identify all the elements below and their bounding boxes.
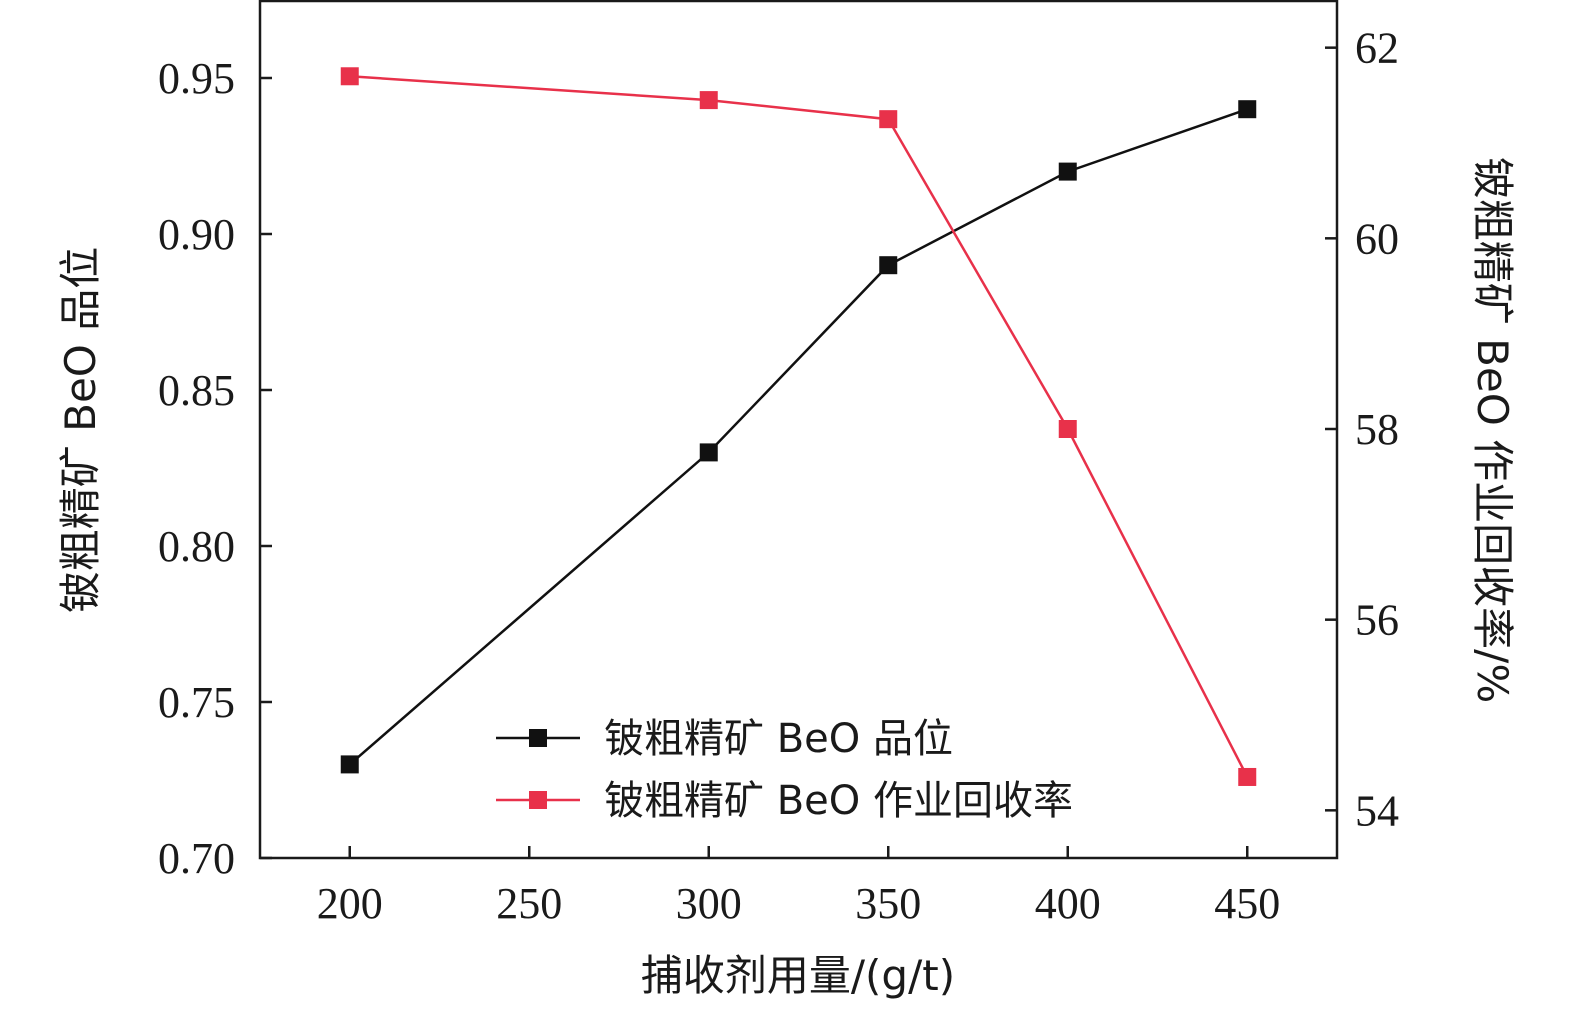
series-2-point bbox=[1058, 420, 1077, 438]
legend-label-2: 铍粗精矿 BeO 作业回收率 bbox=[604, 778, 1073, 824]
y-right-tick-label: 54 bbox=[1355, 786, 1399, 835]
y-right-tick-label: 58 bbox=[1355, 405, 1399, 454]
series-2-point bbox=[879, 110, 898, 129]
y-right-tick-label: 56 bbox=[1355, 596, 1399, 645]
y-left-tick-label: 0.75 bbox=[158, 678, 235, 727]
series-line-1 bbox=[348, 108, 1248, 766]
y-left-tick-label: 0.70 bbox=[158, 834, 235, 883]
y-axis-right-label: 铍粗精矿 BeO 作业回收率/% bbox=[1468, 157, 1517, 703]
x-tick-label: 450 bbox=[1214, 879, 1280, 928]
y-right-tick-label: 60 bbox=[1355, 214, 1399, 263]
y-left-tick-label: 0.90 bbox=[158, 210, 235, 259]
y-right-tick-label: 62 bbox=[1355, 24, 1399, 73]
legend-label-1: 铍粗精矿 BeO 品位 bbox=[604, 716, 953, 762]
series-lines bbox=[348, 75, 1249, 778]
series-1-point bbox=[699, 443, 718, 462]
series-1-point bbox=[1238, 100, 1257, 119]
x-tick-label: 200 bbox=[317, 879, 383, 928]
x-tick-label: 350 bbox=[855, 879, 921, 928]
series-2-point bbox=[1238, 767, 1257, 786]
series-2-point bbox=[340, 67, 359, 86]
x-tick-label: 250 bbox=[496, 879, 562, 928]
legend-marker-2 bbox=[529, 791, 547, 809]
series-line-2 bbox=[349, 75, 1249, 778]
axis-ticks: 200 250 300 350 400 450 0.70 0.75 0.80 0.85 0.90 0.… bbox=[158, 24, 1399, 928]
y-left-tick-label: 0.85 bbox=[158, 366, 235, 415]
y-left-tick-label: 0.95 bbox=[158, 54, 235, 103]
legend-marker-1 bbox=[529, 729, 547, 747]
series-1-point bbox=[879, 256, 898, 275]
y-left-tick-label: 0.80 bbox=[158, 522, 235, 571]
x-tick-label: 300 bbox=[676, 879, 742, 928]
series-1-point bbox=[340, 755, 359, 774]
y-axis-left-label: 铍粗精矿 BeO 品位 bbox=[56, 247, 105, 613]
series-2-point bbox=[699, 91, 718, 110]
x-tick-label: 400 bbox=[1035, 879, 1101, 928]
series-1-point bbox=[1058, 162, 1077, 181]
series-markers bbox=[340, 67, 1257, 786]
x-axis-label: 捕收剂用量/(g/t) bbox=[641, 951, 955, 1000]
